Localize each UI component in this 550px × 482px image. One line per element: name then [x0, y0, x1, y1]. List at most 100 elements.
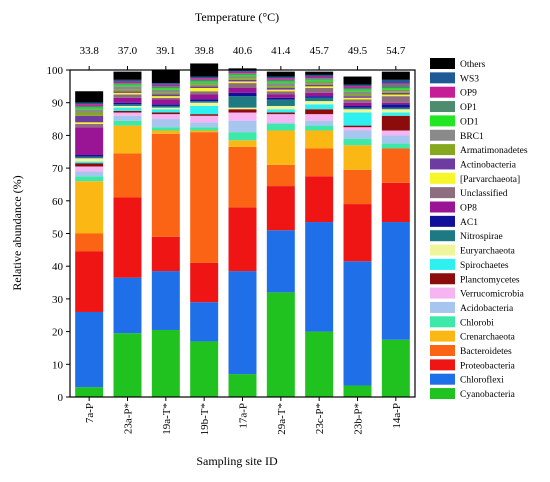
bar-segment — [343, 204, 372, 262]
legend-swatch — [430, 330, 455, 342]
legend-label: OP9 — [460, 89, 477, 99]
bar-segment — [190, 79, 219, 82]
bar-segment — [75, 91, 104, 103]
bar-segment — [266, 78, 295, 80]
bar-segment — [343, 130, 372, 139]
bar-segment — [75, 171, 104, 177]
bar-segment — [228, 109, 257, 113]
bar-segment — [266, 123, 295, 131]
bar-segment — [113, 102, 142, 105]
bar-segment — [381, 339, 410, 397]
legend-swatch — [430, 373, 455, 385]
bar-segment — [228, 96, 257, 108]
bar-segment — [381, 87, 410, 90]
bar-segment — [228, 81, 257, 84]
bar-segment — [190, 341, 219, 397]
bar-segment — [381, 89, 410, 92]
bar-segment — [266, 71, 295, 77]
bar-segment — [151, 84, 180, 87]
bar-segment — [228, 70, 257, 72]
bar-segment — [113, 91, 142, 93]
bar-segment — [266, 105, 295, 110]
bar-segment — [305, 109, 334, 115]
bar-segment — [190, 302, 219, 342]
x-tick-label: 19a-T* — [161, 403, 173, 435]
bar-segment — [305, 130, 334, 149]
bar-segment — [266, 99, 295, 106]
bar-segment — [75, 387, 104, 397]
bar-segment — [343, 96, 372, 98]
legend-label: OP1 — [460, 103, 477, 113]
legend-swatch — [430, 101, 455, 113]
bar-segment — [75, 109, 104, 113]
bar-segment — [190, 105, 219, 115]
bar-segment — [75, 233, 104, 252]
legend-label: [Parvarchaeota] — [460, 175, 520, 185]
bar-segment — [381, 107, 410, 110]
bar-segment — [343, 84, 372, 87]
legend-swatch — [430, 230, 455, 242]
bar-segment — [113, 112, 142, 116]
legend-label: Acidobacteria — [460, 304, 514, 314]
legend-swatch — [430, 244, 455, 256]
temperature-label: 40.6 — [233, 45, 253, 57]
temperature-label: 39.8 — [195, 45, 215, 57]
x-axis-title: Sampling site ID — [196, 454, 278, 468]
legend-label: Proteobacteria — [460, 361, 516, 371]
bar-segment — [266, 112, 295, 115]
bar-segment — [113, 333, 142, 397]
bar-segment — [381, 94, 410, 97]
bar-segment — [343, 97, 372, 100]
bar-segment — [228, 112, 257, 121]
bar-segment — [75, 251, 104, 312]
bar-segment — [266, 109, 295, 113]
bar-segment — [228, 79, 257, 82]
legend-swatch — [430, 273, 455, 285]
bar-segment — [266, 79, 295, 82]
legend-swatch — [430, 58, 455, 69]
y-tick-label: 60 — [52, 196, 64, 208]
bar-segment — [381, 112, 410, 116]
bar-segment — [305, 222, 334, 332]
legend-swatch — [430, 86, 455, 98]
bar-segment — [266, 89, 295, 92]
bar-segment — [266, 91, 295, 95]
bar-segment — [305, 84, 334, 87]
bar-segment — [190, 86, 219, 88]
bar-segment — [75, 112, 104, 116]
bar-segment — [151, 99, 180, 105]
bar-segment — [305, 92, 334, 97]
bar-segment — [228, 207, 257, 272]
bar-segment — [75, 105, 104, 108]
bar-segment — [381, 109, 410, 113]
bar-segment — [151, 236, 180, 272]
bar-segment — [75, 104, 104, 106]
bar-segment — [266, 86, 295, 88]
bar-segment — [343, 169, 372, 205]
y-tick-label: 80 — [52, 130, 64, 142]
bar-segment — [113, 79, 142, 82]
bar-segment — [75, 115, 104, 123]
bar-segment — [305, 86, 334, 88]
bar-segment — [381, 222, 410, 340]
y-tick-label: 70 — [52, 163, 64, 175]
legend-label: Unclassified — [460, 188, 508, 199]
bar-segment — [305, 125, 334, 131]
legend-swatch — [430, 172, 455, 184]
bar-segment — [305, 79, 334, 82]
bar-segment — [266, 76, 295, 79]
bar-segment — [113, 120, 142, 126]
y-tick-label: 40 — [52, 261, 64, 273]
bar-segment — [190, 99, 219, 102]
bar-segment — [75, 156, 104, 159]
legend-label: OP8 — [460, 204, 477, 214]
x-tick-label: 17a-P — [238, 403, 250, 429]
bar-segment — [266, 230, 295, 293]
bar-segment — [190, 78, 219, 80]
x-tick-label: 23b-P* — [353, 403, 365, 435]
legend: Others WS3 OP9 OP1 OD1 BRC1 Armatimonadetes Act… — [430, 58, 528, 400]
legend-swatch — [430, 258, 455, 270]
temperature-label: 33.8 — [80, 45, 100, 57]
bar-segment — [381, 148, 410, 183]
